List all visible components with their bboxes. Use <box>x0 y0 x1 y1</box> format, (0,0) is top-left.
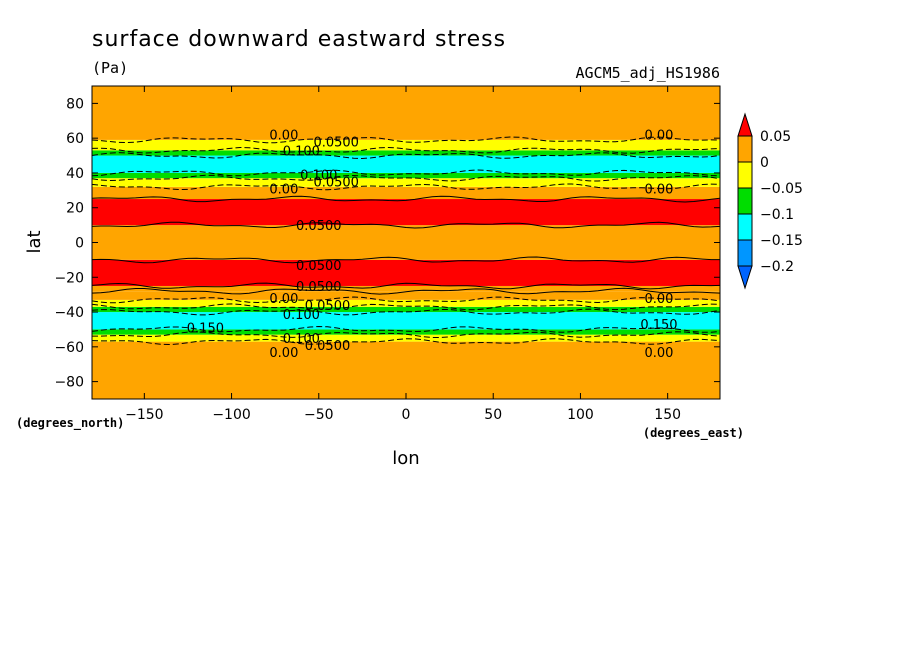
contour-label: 0.100 <box>283 332 320 347</box>
colorbar-segment <box>737 135 753 163</box>
x-tick-label: −150 <box>125 407 163 423</box>
contour-band <box>92 312 720 330</box>
contour-label: 0.100 <box>283 308 320 323</box>
contour-band <box>92 334 720 342</box>
contour-band <box>92 225 720 260</box>
contour-label: 0.00 <box>644 292 673 307</box>
contour-band <box>92 259 720 286</box>
y-axis: −80 −60 −40 −20 0 20 40 60 80 <box>54 96 720 391</box>
contour-band <box>92 306 720 313</box>
y-axis-label: lat <box>24 230 45 253</box>
colorbar-label: −0.2 <box>760 259 794 275</box>
model-name: AGCM5_adj_HS1986 <box>576 64 721 82</box>
colorbar-label: 0 <box>760 155 769 171</box>
contour-line <box>91 287 721 295</box>
x-tick-label: 50 <box>484 407 502 423</box>
x-axis: −150 −100 −50 0 50 100 150 <box>125 86 681 423</box>
colorbar-bottom-arrow <box>737 265 753 290</box>
y-tick-label: 60 <box>66 131 84 147</box>
colorbar-segment <box>737 239 753 267</box>
contour-band <box>92 155 720 173</box>
contour-band <box>92 199 720 226</box>
contour-label: 0.00 <box>644 346 673 361</box>
contour-label: 0.00 <box>269 129 298 144</box>
contour-line <box>91 282 721 290</box>
plot-area <box>92 86 720 399</box>
contour-line <box>91 325 721 333</box>
contour-line <box>91 303 721 311</box>
contour-label: 0.00 <box>269 346 298 361</box>
contour-label: 0.0500 <box>305 339 351 354</box>
colorbar-label: −0.05 <box>760 181 803 197</box>
x-tick-label: 0 <box>402 407 411 423</box>
contour-label: 0.100 <box>300 169 337 184</box>
contour-band <box>92 178 720 187</box>
contour-lines <box>91 136 721 346</box>
y-axis-unit: (degrees_north) <box>16 416 124 431</box>
x-axis-label: lon <box>392 448 419 469</box>
contour-band <box>92 299 720 307</box>
contour-label: 0.00 <box>269 292 298 307</box>
contour-label: 0.0500 <box>296 280 342 295</box>
contour-label: 0.0500 <box>296 219 342 234</box>
contour-line <box>91 169 721 177</box>
contour-label: 0.100 <box>283 144 320 159</box>
contour-band <box>92 186 720 200</box>
chart-title: surface downward eastward stress <box>92 27 506 52</box>
colorbar-segment <box>737 161 753 189</box>
contour-band <box>92 86 720 140</box>
y-tick-label: −80 <box>54 375 84 391</box>
contour-band <box>92 341 720 399</box>
contour-line <box>91 308 721 316</box>
y-tick-label: 40 <box>66 166 84 182</box>
contour-band <box>92 285 720 292</box>
contour-label: 0.150 <box>187 322 224 337</box>
contour-line <box>91 296 721 304</box>
colorbar-label: 0.05 <box>760 129 791 145</box>
contour-line <box>91 221 721 229</box>
x-tick-label: −50 <box>304 407 334 423</box>
contour-label: 0.00 <box>269 183 298 198</box>
contour-band <box>92 329 720 335</box>
x-tick-label: 100 <box>567 407 594 423</box>
x-tick-label: 150 <box>654 407 681 423</box>
contour-line <box>91 256 720 264</box>
contour-band <box>92 139 720 151</box>
x-axis-unit: (degrees_east) <box>643 426 744 441</box>
colorbar-segment <box>737 213 753 241</box>
contour-line <box>91 338 721 346</box>
contour-label: 0.0500 <box>313 136 359 151</box>
y-tick-label: 20 <box>66 201 84 217</box>
contour-label: 0.0500 <box>305 299 351 314</box>
colorbar-segment <box>737 187 753 215</box>
x-tick-label: −100 <box>212 407 250 423</box>
colorbar-legend: 0.05 0 −0.05 −0.1 −0.15 −0.2 <box>737 112 803 290</box>
y-tick-label: −40 <box>54 305 84 321</box>
y-tick-label: 80 <box>66 96 84 112</box>
contour-line <box>91 174 721 182</box>
contour-band <box>92 150 720 156</box>
colorbar-label: −0.15 <box>760 233 803 249</box>
contour-label: 0.00 <box>644 129 673 144</box>
colorbar-label: −0.1 <box>760 207 794 223</box>
contour-line <box>91 136 721 144</box>
y-tick-label: −20 <box>54 270 84 286</box>
contour-band <box>92 172 720 179</box>
contour-line <box>91 152 721 160</box>
contour-label: 0.150 <box>640 318 677 333</box>
y-tick-label: −60 <box>54 340 84 356</box>
contour-line <box>91 183 721 191</box>
contour-line <box>92 331 721 338</box>
contour-line <box>91 195 721 203</box>
contour-line <box>91 146 721 154</box>
y-tick-label: 0 <box>75 236 84 252</box>
contour-band <box>92 291 720 300</box>
contour-label: 0.0500 <box>313 176 359 191</box>
contour-label: 0.00 <box>644 183 673 198</box>
contour-label: 0.0500 <box>296 259 342 274</box>
chart-units: (Pa) <box>92 59 128 77</box>
colorbar-top-arrow <box>737 112 753 137</box>
